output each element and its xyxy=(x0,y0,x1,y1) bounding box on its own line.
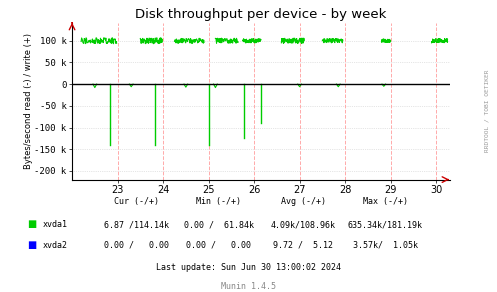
Text: 4.09k/108.96k: 4.09k/108.96k xyxy=(271,220,335,229)
Text: ■: ■ xyxy=(27,240,37,250)
Text: 635.34k/181.19k: 635.34k/181.19k xyxy=(348,220,422,229)
Text: xvda1: xvda1 xyxy=(42,220,67,229)
Text: Cur (-/+): Cur (-/+) xyxy=(114,197,159,206)
Y-axis label: Bytes/second read (-) / write (+): Bytes/second read (-) / write (+) xyxy=(24,34,33,169)
Text: xvda2: xvda2 xyxy=(42,241,67,250)
Text: RRDTOOL / TOBI OETIKER: RRDTOOL / TOBI OETIKER xyxy=(485,70,490,152)
Text: 9.72 /  5.12: 9.72 / 5.12 xyxy=(273,241,333,250)
Text: Avg (-/+): Avg (-/+) xyxy=(281,197,326,206)
Title: Disk throughput per device - by week: Disk throughput per device - by week xyxy=(135,8,387,21)
Text: Munin 1.4.5: Munin 1.4.5 xyxy=(221,282,276,291)
Text: 6.87 /114.14k: 6.87 /114.14k xyxy=(104,220,169,229)
Text: Last update: Sun Jun 30 13:00:02 2024: Last update: Sun Jun 30 13:00:02 2024 xyxy=(156,263,341,272)
Text: 0.00 /   0.00: 0.00 / 0.00 xyxy=(186,241,251,250)
Text: 0.00 /  61.84k: 0.00 / 61.84k xyxy=(184,220,253,229)
Text: 0.00 /   0.00: 0.00 / 0.00 xyxy=(104,241,169,250)
Text: ■: ■ xyxy=(27,219,37,229)
Text: Min (-/+): Min (-/+) xyxy=(196,197,241,206)
Text: 3.57k/  1.05k: 3.57k/ 1.05k xyxy=(353,241,417,250)
Text: Max (-/+): Max (-/+) xyxy=(363,197,408,206)
